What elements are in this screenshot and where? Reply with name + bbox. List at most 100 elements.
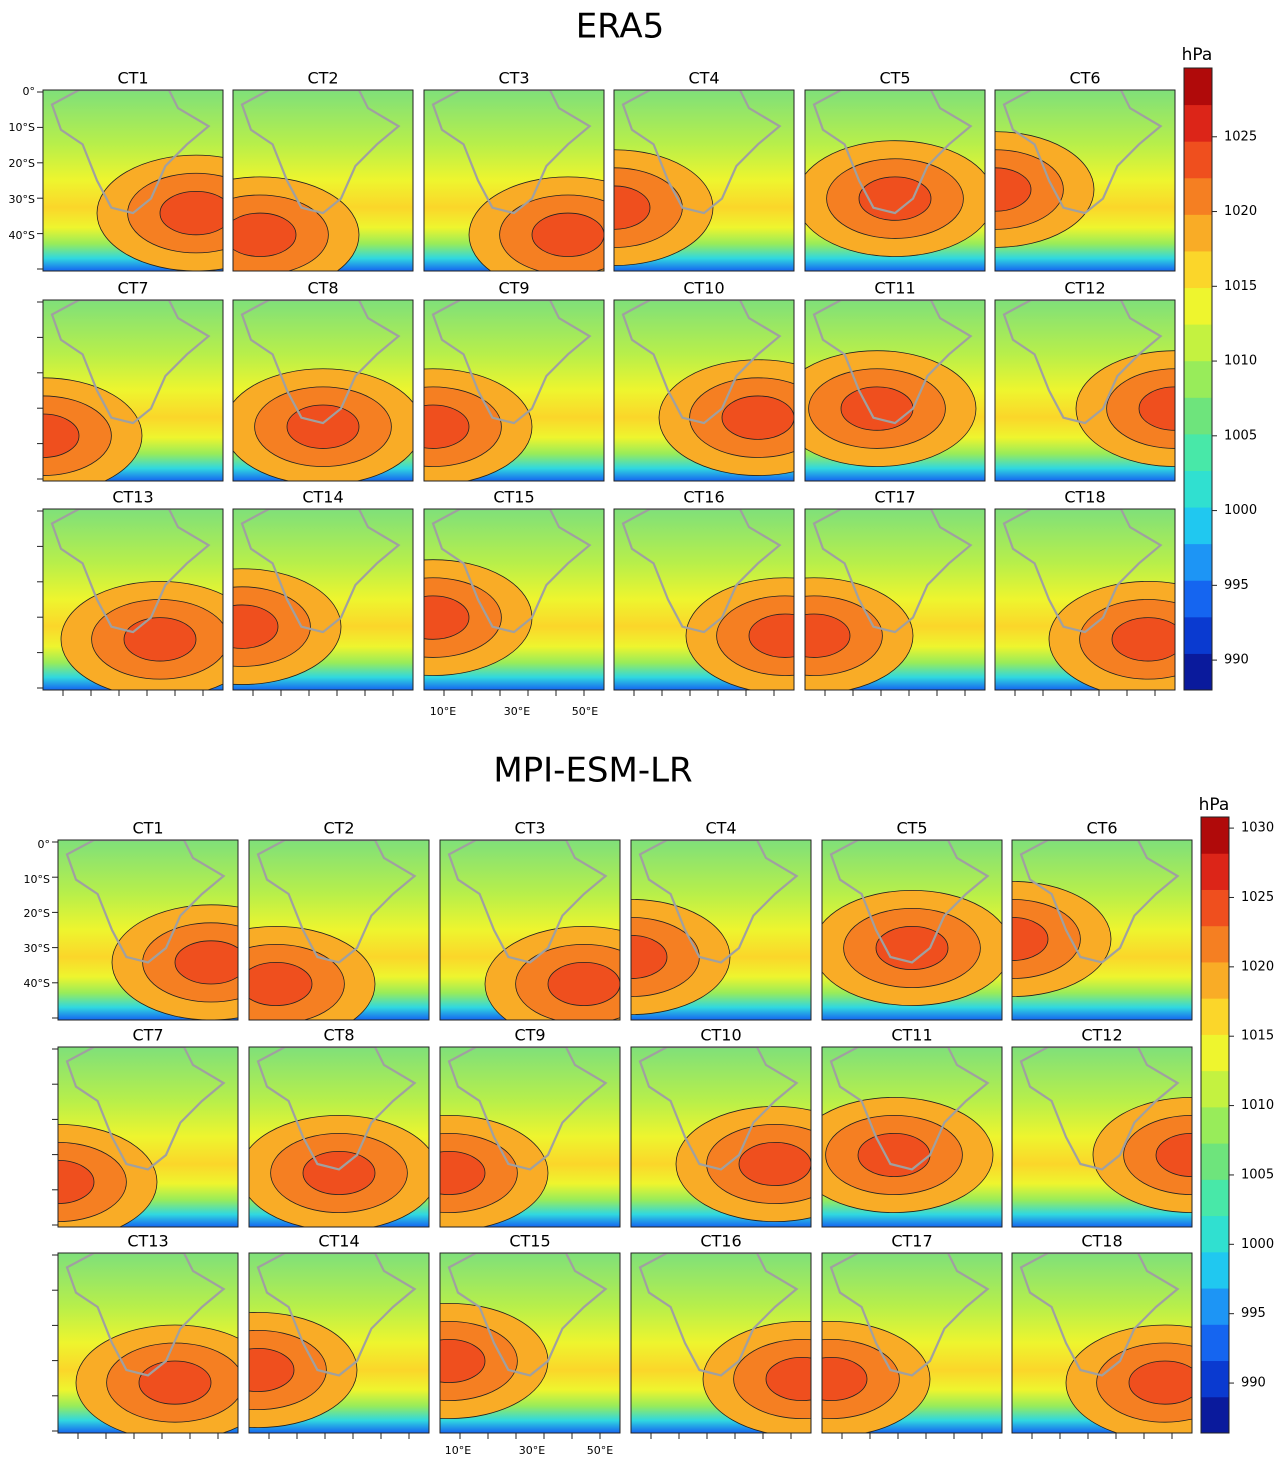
pressure-high [1128, 1360, 1192, 1405]
colorbar-band [1184, 543, 1212, 581]
colorbar-label: 1025 [1241, 890, 1274, 905]
map-label: CT16 [700, 1232, 741, 1251]
map [995, 90, 1175, 271]
y-label: 20°S [24, 907, 50, 920]
colorbar-band [1184, 214, 1212, 252]
pressure-high [765, 1357, 811, 1401]
colorbar-label: 1030 [1241, 821, 1274, 836]
map-frame [613, 299, 795, 482]
panel-title: ERA5 [576, 7, 665, 47]
land [50, 300, 211, 425]
map [233, 509, 413, 690]
colorbar-band [1184, 141, 1212, 179]
pressure-high [249, 1348, 295, 1392]
map-frame [821, 839, 1003, 1021]
land [240, 509, 401, 634]
map-label: CT9 [498, 279, 529, 298]
y-label: 10°S [24, 873, 50, 886]
land [812, 300, 973, 425]
pressure-high [547, 962, 620, 1006]
colorbar-band [1184, 507, 1212, 545]
colorbar-band [1201, 889, 1229, 927]
colorbar-band [1201, 961, 1229, 999]
colorbar-label: 990 [1241, 1376, 1266, 1391]
map-label: CT14 [318, 1232, 359, 1251]
map [424, 509, 604, 690]
colorbar-band [1201, 1396, 1229, 1434]
land [256, 840, 417, 964]
map-frame [439, 1046, 621, 1228]
colorbar-band [1184, 68, 1212, 106]
pressure-high [822, 1357, 868, 1401]
land [812, 509, 973, 634]
x-label: 50°E [572, 705, 598, 718]
pressure-high [138, 1360, 212, 1405]
y-label: 0° [23, 85, 36, 98]
map-frame [232, 299, 414, 482]
map-frame [232, 508, 414, 691]
pressure-high [631, 935, 668, 979]
land [829, 1253, 990, 1377]
y-label: 30°S [24, 942, 50, 955]
map-frame [57, 839, 239, 1021]
colorbar-band [1184, 287, 1212, 325]
map-frame [248, 1046, 430, 1228]
map-label: CT6 [1069, 69, 1100, 88]
pressure-high [123, 617, 197, 662]
land [638, 1047, 799, 1171]
colorbar-band [1184, 397, 1212, 435]
map-label: CT1 [132, 819, 163, 838]
land [431, 90, 592, 215]
map [249, 840, 429, 1020]
map-frame [232, 89, 414, 272]
map [805, 300, 985, 481]
map [1012, 840, 1192, 1020]
colorbar-label: 1020 [1224, 204, 1257, 219]
map-label: CT5 [896, 819, 927, 838]
map-label: CT18 [1081, 1232, 1122, 1251]
map-frame [42, 299, 224, 482]
map-label: CT11 [874, 279, 915, 298]
land [256, 1253, 417, 1377]
map-frame [613, 508, 795, 691]
y-label: 40°S [24, 977, 50, 990]
map-frame [994, 508, 1176, 691]
colorbar-band [1201, 1070, 1229, 1108]
pressure-high [614, 185, 651, 230]
map [424, 90, 604, 271]
colorbar-unit: hPa [1182, 45, 1213, 65]
colorbar-band [1201, 998, 1229, 1035]
map-label: CT10 [683, 279, 724, 298]
colorbar-band [1184, 324, 1212, 362]
land [638, 1253, 799, 1377]
x-label: 10°E [445, 1444, 471, 1457]
map-label: CT17 [891, 1232, 932, 1251]
colorbar-label: 1010 [1224, 354, 1257, 369]
colorbar-band [1201, 1251, 1229, 1289]
map [1012, 1047, 1192, 1227]
pressure-high [58, 1160, 95, 1204]
colorbar-label: 995 [1241, 1306, 1266, 1321]
land [50, 90, 211, 215]
map [614, 509, 794, 690]
land [621, 90, 782, 215]
map [43, 509, 223, 690]
land [829, 840, 990, 964]
map-frame [1011, 1046, 1193, 1228]
map-label: CT6 [1086, 819, 1117, 838]
map-frame [248, 839, 430, 1021]
pressure-high [440, 1151, 486, 1195]
map-label: CT2 [307, 69, 338, 88]
land [256, 1047, 417, 1171]
map-frame [439, 839, 621, 1021]
land [447, 1253, 608, 1377]
map-label: CT8 [307, 279, 338, 298]
map [822, 1253, 1002, 1433]
map-frame [630, 1252, 812, 1434]
pressure-high [159, 190, 223, 236]
map-label: CT17 [874, 488, 915, 507]
x-label: 30°E [519, 1444, 545, 1457]
land [621, 509, 782, 634]
pressure-high [840, 386, 914, 431]
